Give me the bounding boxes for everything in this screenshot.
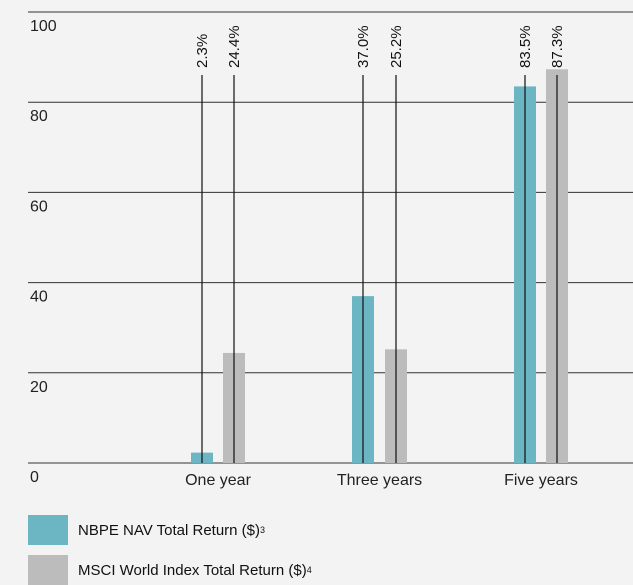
legend-swatch-msci bbox=[28, 555, 68, 585]
y-tick-label-60: 60 bbox=[30, 198, 48, 215]
y-tick-label-100: 100 bbox=[30, 18, 57, 35]
bar-chart: 0 20 40 60 80 100 2.3% 37.0% 83.5% 24.4% 25.2% 87.3… bbox=[28, 11, 633, 489]
legend-footnote-nbpe: 3 bbox=[260, 525, 266, 535]
value-label-0-2: 83.5% bbox=[517, 25, 534, 68]
value-label-1-0: 24.4% bbox=[226, 25, 243, 68]
legend-footnote-msci: 4 bbox=[306, 565, 312, 575]
x-tick-label-2: Five years bbox=[504, 472, 578, 489]
value-label-0-1: 37.0% bbox=[355, 25, 372, 68]
legend-swatch-nbpe bbox=[28, 515, 68, 545]
y-tick-label-80: 80 bbox=[30, 108, 48, 125]
legend-item-nbpe: NBPE NAV Total Return ($) 3 bbox=[28, 515, 265, 545]
x-tick-label-1: Three years bbox=[337, 472, 422, 489]
y-tick-label-20: 20 bbox=[30, 379, 48, 396]
value-label-0-0: 2.3% bbox=[194, 34, 211, 68]
y-tick-label-40: 40 bbox=[30, 289, 48, 306]
value-label-1-2: 87.3% bbox=[549, 25, 566, 68]
legend-item-msci: MSCI World Index Total Return ($) 4 bbox=[28, 555, 312, 585]
legend-label-nbpe: NBPE NAV Total Return ($) bbox=[78, 521, 261, 539]
x-tick-label-0: One year bbox=[185, 472, 251, 489]
legend-label-msci: MSCI World Index Total Return ($) bbox=[78, 561, 307, 579]
value-label-1-1: 25.2% bbox=[388, 25, 405, 68]
y-tick-label-0: 0 bbox=[30, 469, 39, 486]
